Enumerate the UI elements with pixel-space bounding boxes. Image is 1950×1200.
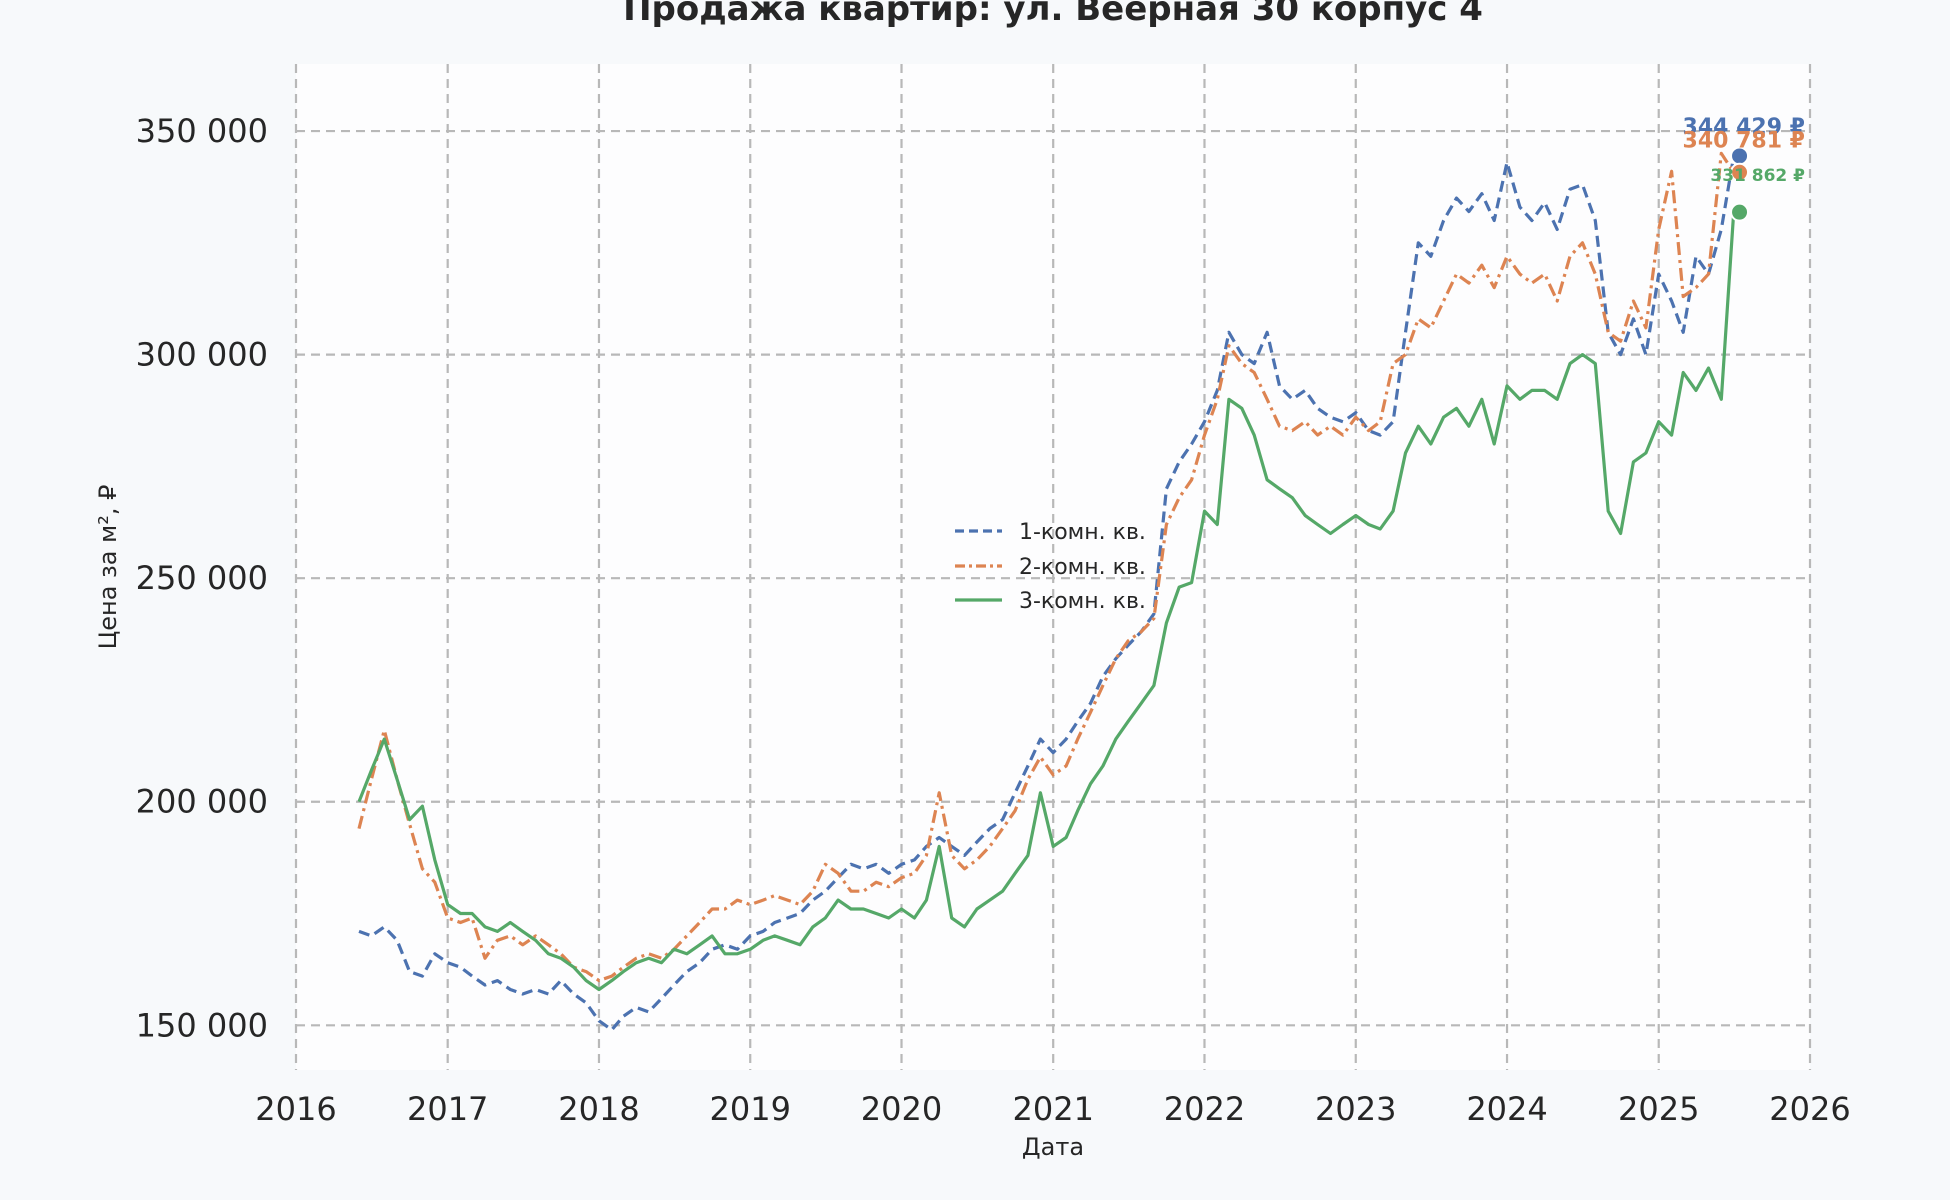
grid-lines [294,64,1812,1070]
x-tick-label: 2017 [407,1090,488,1128]
y-tick-label: 250 000 [136,559,268,597]
y-axis-label: Цена за м², ₽ [94,485,122,650]
tick-labels: 2016 2017 2018 2019 2020 2021 2022 2023 2024 2025… [136,112,1851,1128]
legend-item-1: 1-комн. кв. [955,520,1146,545]
end-annotations: 344 429 ₽340 781 ₽ 331 862 ₽ [1683,115,1805,222]
y-tick-label: 150 000 [136,1006,268,1044]
end-marker-2 [1730,162,1750,182]
x-tick-label: 2023 [1315,1090,1396,1128]
legend-label-2: 2-комн. кв. [1019,555,1146,580]
end-value-label-3: 331 862 ₽ [1710,166,1805,186]
series-line-1 [358,155,1736,1032]
end-marker-3 [1730,202,1750,222]
legend-label-1: 1-комн. кв. [1019,520,1146,545]
x-tick-label: 2024 [1466,1090,1547,1128]
x-tick-label: 2022 [1164,1090,1245,1128]
x-tick-label: 2026 [1769,1090,1850,1128]
x-tick-label: 2020 [861,1090,942,1128]
x-tick-label: 2018 [558,1090,639,1128]
x-tick-label: 2019 [710,1090,791,1128]
y-tick-label: 300 000 [136,336,268,374]
legend-item-2: 2-комн. кв. [955,555,1146,580]
chart-title: Продажа квартир: ул. Веерная 30 корпус 4 [623,0,1483,29]
end-value-label-2: 340 781 ₽ [1683,128,1805,153]
x-tick-label: 2021 [1012,1090,1093,1128]
end-value-label-1: 344 429 ₽ [1683,115,1805,140]
series-line-3 [357,212,1736,992]
x-tick-label: 2016 [255,1090,336,1128]
series-lines [357,151,1736,1032]
legend: 1-комн. кв. 2-комн. кв. 3-комн. кв. [955,520,1146,614]
series-line-2 [357,151,1736,983]
y-tick-label: 200 000 [136,783,268,821]
x-axis-label: Дата [1022,1133,1084,1161]
x-tick-label: 2025 [1618,1090,1699,1128]
legend-item-3: 3-комн. кв. [955,589,1146,614]
legend-label-3: 3-комн. кв. [1019,589,1146,614]
y-tick-label: 350 000 [136,112,268,150]
